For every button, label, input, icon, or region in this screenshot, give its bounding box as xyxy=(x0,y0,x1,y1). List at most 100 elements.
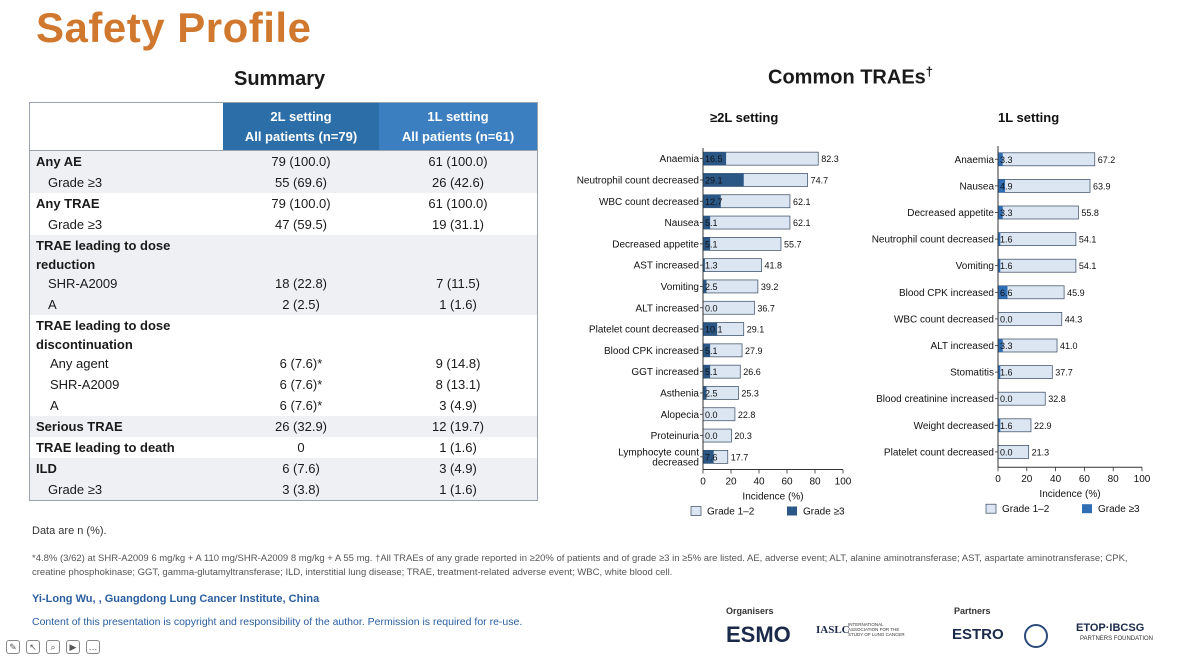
bar-grade-3 xyxy=(703,173,744,187)
cell-1l: 26 (42.6) xyxy=(431,175,485,190)
legend-label: Grade ≥3 xyxy=(1098,504,1140,515)
more-icon[interactable]: … xyxy=(86,639,100,654)
category-label: decreased xyxy=(652,457,699,468)
player-toolbar: ✎ ↖ ⌕ ▶ … xyxy=(0,636,116,657)
footnote: *4.8% (3/62) at SHR-A2009 6 mg/kg + A 11… xyxy=(32,553,1128,578)
pointer-icon[interactable]: ↖ xyxy=(26,639,40,654)
copyright-line: Content of this presentation is copyrigh… xyxy=(32,616,523,628)
category-label: Alopecia xyxy=(661,410,700,421)
x-tick-label: 100 xyxy=(835,477,852,488)
table-row: TRAE leading to dose reduction xyxy=(30,235,537,273)
data-label-total: 26.6 xyxy=(743,367,761,377)
category-label: Anaemia xyxy=(660,154,700,165)
data-label-grade-3: 3.3 xyxy=(1000,208,1013,218)
chart-2l: ≥2L setting 16.5 82.3 Anaemia 29.1 74.7 Neutro… xyxy=(577,110,852,518)
legend-swatch-grade-3 xyxy=(787,506,797,516)
data-label-total: 20.3 xyxy=(734,431,752,441)
header-2l-sub: All patients (n=79) xyxy=(244,129,358,144)
data-label-grade-3: 10.1 xyxy=(705,325,723,335)
bar-grade-3 xyxy=(703,279,707,293)
legend-label: Grade 1–2 xyxy=(707,507,755,518)
category-label: Weight decreased xyxy=(914,421,994,432)
data-label-grade-3: 6.6 xyxy=(1000,288,1013,298)
x-tick-label: 20 xyxy=(1021,474,1033,485)
row-label: SHR-A2009 xyxy=(50,377,120,392)
category-label: ALT increased xyxy=(635,303,699,314)
data-label-total: 63.9 xyxy=(1093,181,1111,191)
header-2l: 2L setting All patients (n=79) xyxy=(223,103,379,150)
bar-grade-3 xyxy=(703,152,727,166)
cell-1l: 12 (19.7) xyxy=(431,419,485,434)
slide-title: Safety Profile xyxy=(36,4,312,51)
category-label: Stomatitis xyxy=(950,368,994,379)
cell-2l: 2 (2.5) xyxy=(282,297,320,312)
chart-title: 1L setting xyxy=(998,110,1059,125)
data-label-total: 25.3 xyxy=(741,388,759,398)
summary-table: 2L setting All patients (n=79) 1L settin… xyxy=(29,102,538,501)
category-label: Vomiting xyxy=(956,261,994,272)
chart-title: ≥2L setting xyxy=(710,110,778,125)
row-label: TRAE leading to dose discontinuation xyxy=(36,318,171,352)
table-row: Grade ≥3 3 (3.8) 1 (1.6) xyxy=(30,479,537,500)
cell-2l: 79 (100.0) xyxy=(271,154,331,169)
etop-logo: ETOP·IBCSG xyxy=(1076,622,1145,634)
x-axis-label: Incidence (%) xyxy=(1039,489,1100,500)
cell-1l: 8 (13.1) xyxy=(435,377,481,392)
cell-2l: 18 (22.8) xyxy=(274,276,328,291)
data-label-grade-3: 5.1 xyxy=(705,218,718,228)
category-label: Blood CPK increased xyxy=(604,346,699,357)
cell-2l: 0 xyxy=(297,440,305,455)
data-label-total: 36.7 xyxy=(757,303,775,313)
row-label: Grade ≥3 xyxy=(48,217,103,232)
x-tick-label: 40 xyxy=(753,477,765,488)
partners-label: Partners xyxy=(954,606,991,616)
bar-grade-3 xyxy=(703,322,718,336)
bar-grade-3 xyxy=(703,386,707,400)
category-label: Platelet count decreased xyxy=(589,325,699,336)
iaslc-logo: IASLC xyxy=(816,624,850,636)
cell-2l xyxy=(223,235,379,273)
data-label-total: 29.1 xyxy=(747,325,765,335)
data-label-grade-3: 7.6 xyxy=(705,452,718,462)
header-1l: 1L setting All patients (n=61) xyxy=(379,103,537,150)
data-label-grade-3: 16.5 xyxy=(705,154,723,164)
table-row: ILD 6 (7.6) 3 (4.9) xyxy=(30,458,537,479)
cell-2l: 3 (3.8) xyxy=(282,482,320,497)
header-1l-title: 1L setting xyxy=(427,109,489,124)
category-label: ALT increased xyxy=(930,341,994,352)
organisers-label: Organisers xyxy=(726,606,774,616)
search-icon[interactable]: ⌕ xyxy=(46,639,60,654)
category-label: Neutrophil count decreased xyxy=(577,175,699,186)
data-label-grade-3: 0.0 xyxy=(1000,394,1013,404)
category-label: Platelet count decreased xyxy=(884,447,994,458)
data-label-grade-3: 1.6 xyxy=(1000,368,1013,378)
data-label-grade-3: 3.3 xyxy=(1000,341,1013,351)
x-tick-label: 20 xyxy=(725,477,737,488)
cell-2l: 26 (32.9) xyxy=(274,419,328,434)
etop-subtext: PARTNERS FOUNDATION xyxy=(1080,636,1154,642)
bar-grade-3 xyxy=(703,450,714,464)
table-row: SHR-A2009 6 (7.6)* 8 (13.1) xyxy=(30,374,537,395)
data-label-grade-3: 0.0 xyxy=(1000,447,1013,457)
legend-swatch-grade-3 xyxy=(1082,504,1092,514)
cell-2l: 6 (7.6)* xyxy=(279,356,323,371)
bar-grade-3 xyxy=(998,259,1001,273)
category-label: GGT increased xyxy=(631,367,699,378)
bar-grade-3 xyxy=(998,285,1008,299)
pen-icon[interactable]: ✎ xyxy=(6,639,20,654)
table-row: TRAE leading to death 0 1 (1.6) xyxy=(30,437,537,458)
author-line: Yi-Long Wu, , Guangdong Lung Cancer Inst… xyxy=(32,593,320,605)
data-label-total: 22.9 xyxy=(1034,421,1052,431)
cell-1l: 7 (11.5) xyxy=(436,276,480,291)
video-icon[interactable]: ▶ xyxy=(66,639,80,654)
table-row: Grade ≥3 55 (69.6) 26 (42.6) xyxy=(30,172,537,193)
row-label: Any AE xyxy=(36,154,82,169)
cell-2l: 47 (59.5) xyxy=(274,217,328,232)
data-label-total: 62.1 xyxy=(793,197,811,207)
header-blank xyxy=(30,103,223,150)
row-label: SHR-A2009 xyxy=(48,276,118,291)
cell-2l: 79 (100.0) xyxy=(271,196,331,211)
row-label: A xyxy=(48,297,57,312)
x-tick-label: 80 xyxy=(809,477,821,488)
category-label: Decreased appetite xyxy=(907,208,994,219)
